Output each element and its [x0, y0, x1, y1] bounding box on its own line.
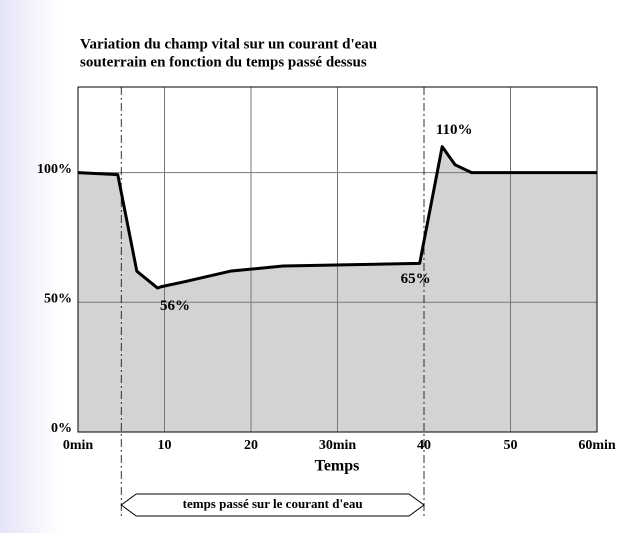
data-label: 56% [160, 298, 190, 314]
data-label: 65% [401, 271, 431, 287]
x-tick-label: 60min [578, 438, 616, 453]
data-label: 110% [436, 122, 473, 138]
plot-border [77, 86, 598, 433]
span-label: temps passé sur le courant d'eau [183, 496, 363, 511]
y-tick-label: 100% [37, 162, 72, 177]
y-tick-label: 50% [44, 292, 72, 307]
chart-title: souterrain en fonction du temps passé de… [80, 54, 367, 70]
x-tick-label: 10 [158, 438, 172, 453]
x-tick-label: 30min [319, 438, 357, 453]
x-tick-label: 20 [244, 438, 258, 453]
x-tick-label: 50 [504, 438, 518, 453]
line [77, 145, 597, 290]
x-tick-label: 0min [63, 438, 94, 453]
chart-title: Variation du champ vital sur un courant … [80, 36, 377, 52]
span-bracket [120, 493, 425, 517]
x-axis-label: Temps [315, 458, 360, 475]
y-tick-label: 0% [51, 421, 72, 436]
